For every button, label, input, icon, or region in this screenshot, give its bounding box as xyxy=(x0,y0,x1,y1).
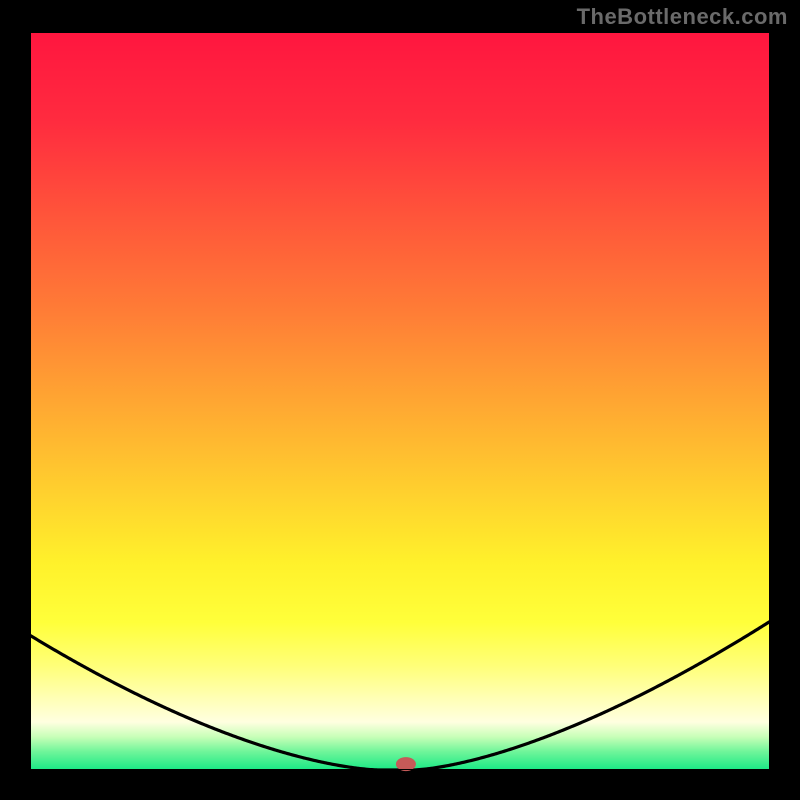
chart-svg xyxy=(0,0,800,800)
watermark-text: TheBottleneck.com xyxy=(577,4,788,30)
chart-container: TheBottleneck.com xyxy=(0,0,800,800)
gradient-background xyxy=(30,32,770,770)
